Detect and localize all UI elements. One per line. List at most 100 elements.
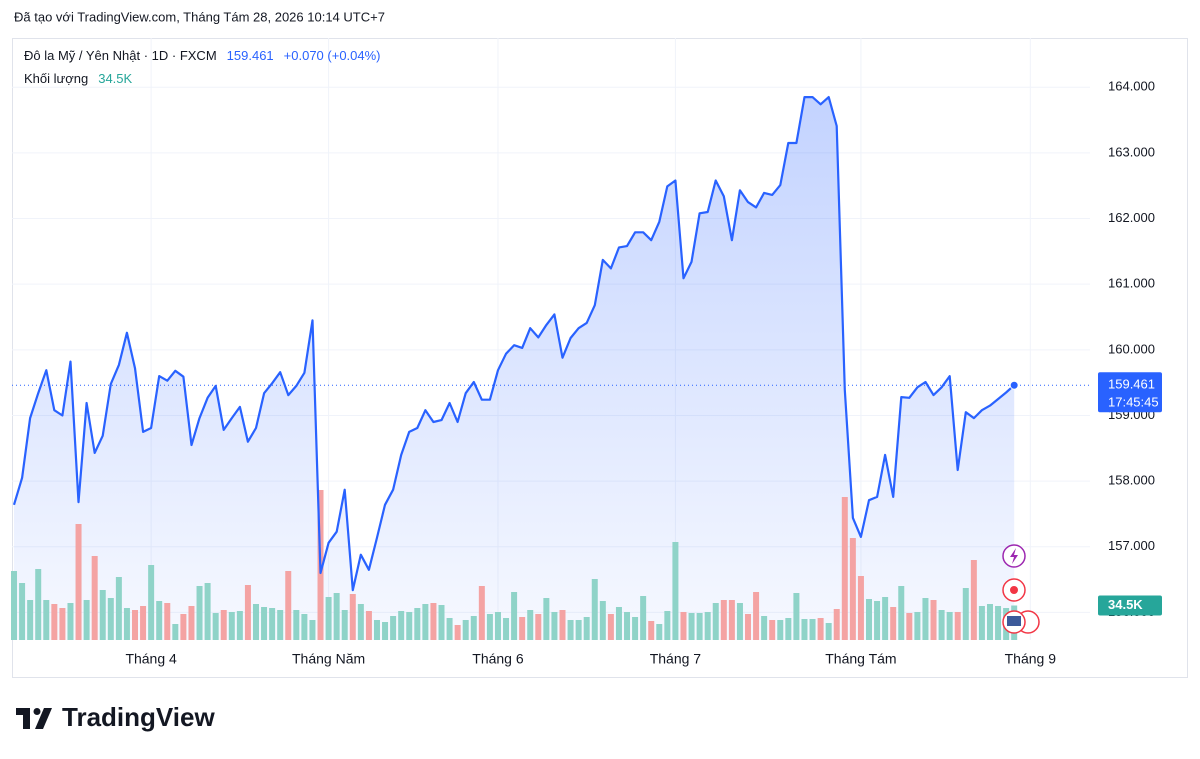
x-tick-label: Tháng 9 [1005, 651, 1057, 667]
area-fill [14, 97, 1015, 641]
volume-bar [519, 617, 526, 640]
logo-mark [16, 708, 30, 729]
volume-bar [575, 620, 582, 640]
volume-bar [777, 620, 784, 640]
volume-bar [357, 604, 364, 640]
volume-bar [591, 579, 598, 640]
x-tick-label: Tháng Năm [292, 651, 365, 667]
volume-bar [640, 596, 647, 640]
volume-bar [236, 611, 243, 640]
volume-label-box [1098, 595, 1162, 616]
volume-bar [567, 620, 574, 640]
volume-bar [349, 594, 356, 640]
volume-bar [680, 612, 687, 640]
volume-bar [535, 614, 542, 640]
volume-bar [672, 542, 679, 640]
volume-bar [228, 612, 235, 640]
volume-label: 34.5K [1108, 597, 1143, 612]
volume-bar [43, 600, 50, 640]
volume-bar [688, 613, 695, 640]
volume-bar [244, 585, 251, 640]
volume-bar [607, 614, 614, 640]
volume-bar [954, 612, 961, 640]
volume-bar [745, 614, 752, 640]
y-tick-label: 158.000 [1108, 473, 1155, 488]
volume-bar [75, 524, 82, 640]
volume-bar [27, 600, 34, 640]
volume-bar [115, 577, 122, 640]
y-tick-label: 164.000 [1108, 79, 1155, 94]
price-label: 159.461 [1108, 377, 1155, 392]
volume-bar [849, 538, 856, 640]
volume-bar [817, 618, 824, 640]
volume-bar [261, 607, 268, 640]
y-tick-label: 160.000 [1108, 341, 1155, 356]
volume-bar [373, 620, 380, 640]
volume-bar [946, 612, 953, 640]
volume-last: 34.5K [98, 71, 132, 86]
volume-bar [785, 618, 792, 640]
volume-bar [382, 622, 389, 640]
volume-bar [19, 583, 26, 640]
volume-bar [736, 603, 743, 640]
volume-bar [454, 625, 461, 640]
volume-bar [83, 600, 90, 640]
legend-entry: Khối lượng [24, 71, 88, 86]
volume-bar [793, 593, 800, 640]
indicator-icons [1002, 544, 1040, 634]
x-tick-label: Tháng 4 [125, 651, 177, 667]
volume-bar [309, 620, 316, 640]
title: Đô la Mỹ / Yên Nhật · 1D · FXCM [24, 48, 217, 63]
volume-bar [704, 612, 711, 640]
volume-bar [922, 598, 929, 640]
volume-bar [204, 583, 211, 640]
footer-logo-text: TradingView [62, 702, 215, 732]
volume-bar [390, 616, 397, 640]
volume-bar [398, 611, 405, 640]
volume-bar [995, 606, 1002, 640]
volume-bar [728, 600, 735, 640]
volume-bar [446, 618, 453, 640]
volume-bar [986, 604, 993, 640]
volume-bar [11, 571, 18, 640]
volume-bar [252, 604, 259, 640]
volume-bar [172, 624, 179, 640]
volume-bar [196, 586, 203, 640]
volume-bar [583, 617, 590, 640]
volume-bar [801, 619, 808, 640]
volume-bar [140, 606, 147, 640]
volume-bar [978, 606, 985, 640]
volume-bar [615, 607, 622, 640]
volume-bar [599, 601, 606, 640]
icon [1010, 586, 1018, 594]
volume-bar [91, 556, 98, 640]
volume-bar [67, 603, 74, 640]
volume-bar [712, 603, 719, 640]
volume-bar [761, 616, 768, 640]
volume-bar [341, 610, 348, 640]
volume-bar [430, 603, 437, 640]
x-tick-label: Tháng 7 [650, 651, 702, 667]
volume-bar [503, 618, 510, 640]
volume-bar [664, 611, 671, 640]
logo-mark [33, 708, 41, 715]
volume-bar [825, 623, 832, 640]
volume-bar [753, 592, 760, 640]
volume-bar [478, 586, 485, 640]
volume-bar [470, 616, 477, 640]
volume-bar [333, 593, 340, 640]
y-tick-label: 161.000 [1108, 276, 1155, 291]
volume-bar [841, 497, 848, 640]
volume-bar [99, 590, 106, 640]
volume-bar [51, 604, 58, 640]
volume-bar [720, 600, 727, 640]
icon [1010, 548, 1018, 564]
legend-title: Đô la Mỹ / Yên Nhật · 1D · FXCM 159.461 +0… [24, 48, 381, 63]
plot [11, 96, 1090, 641]
volume-bar [527, 610, 534, 640]
volume-bar [833, 609, 840, 640]
volume-bar [874, 601, 881, 640]
change: +0.070 (+0.04%) [284, 48, 381, 63]
volume-bar [365, 611, 372, 640]
